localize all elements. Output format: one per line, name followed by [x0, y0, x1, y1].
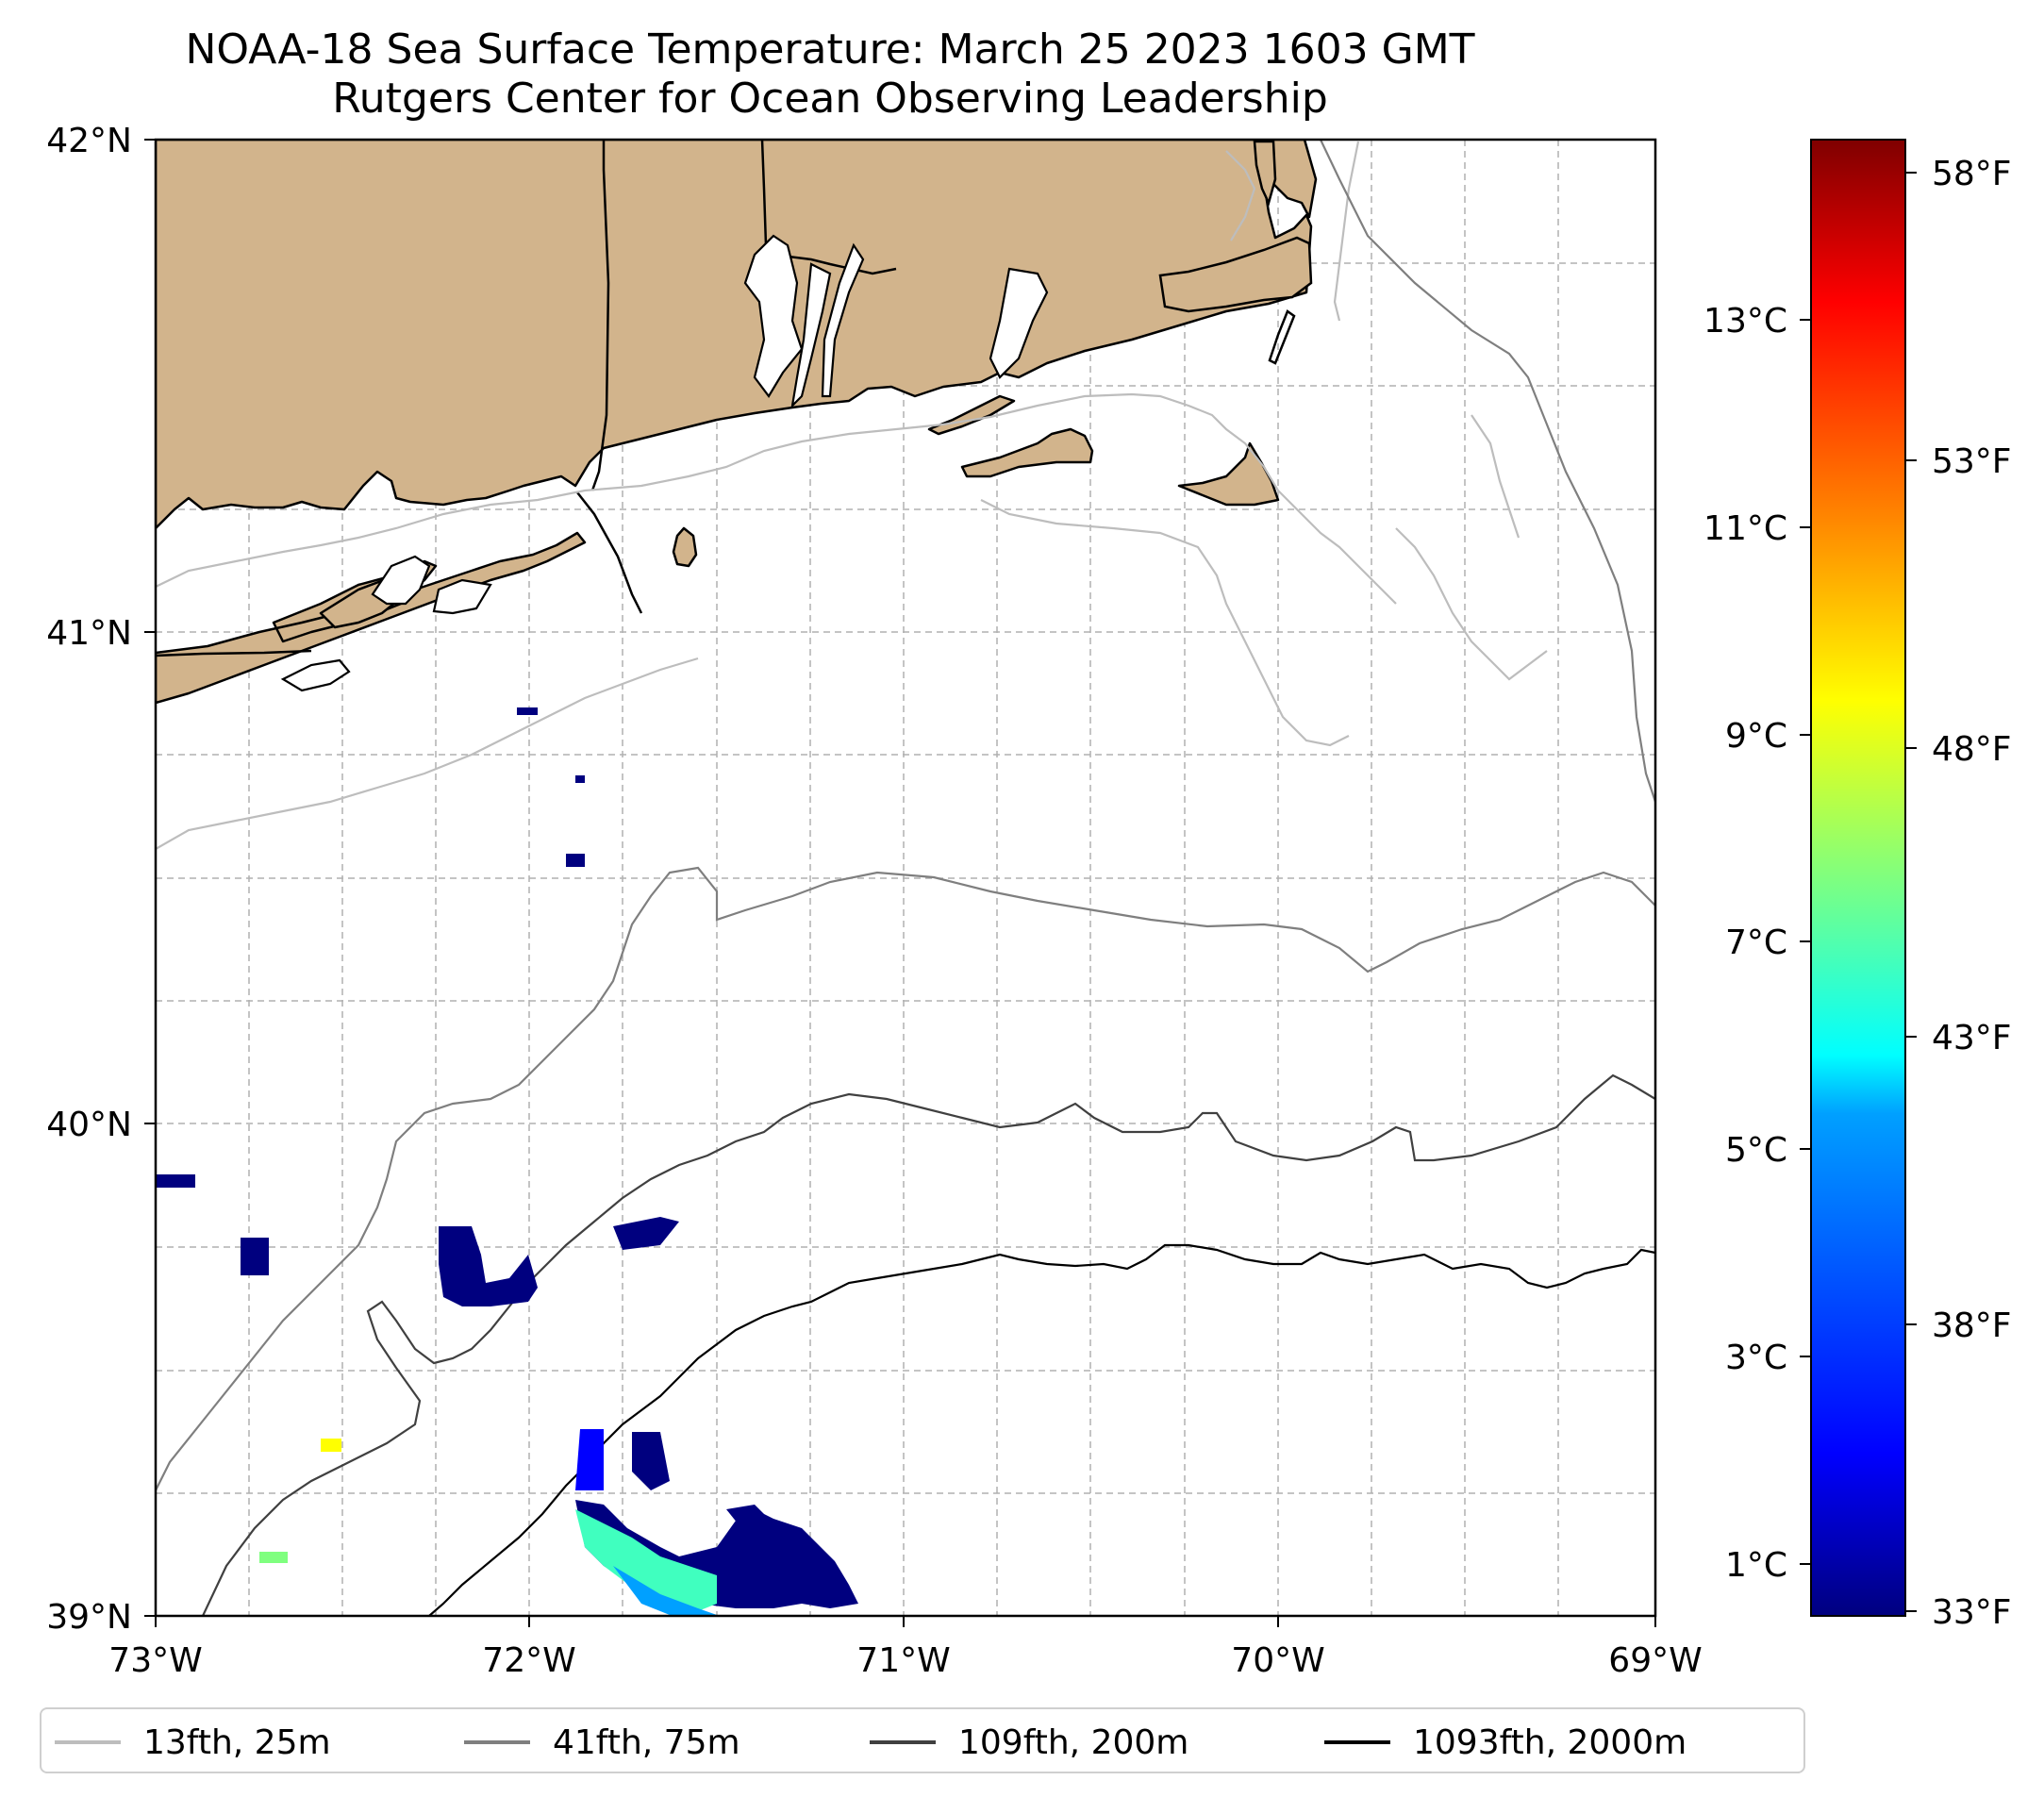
legend-label: 41fth, 75m — [553, 1722, 740, 1762]
y-tick-label: 39°N — [46, 1598, 132, 1637]
legend-item: 109fth, 200m — [870, 1721, 1188, 1764]
fahrenheit-tick: 53°F — [1932, 442, 2012, 481]
legend-line-75m — [464, 1740, 530, 1744]
fahrenheit-tick: 33°F — [1932, 1593, 2012, 1632]
map-subtitle: Rutgers Center for Ocean Observing Leade… — [332, 75, 1328, 123]
block-island — [672, 526, 698, 568]
legend-item: 1093fth, 2000m — [1324, 1721, 1687, 1764]
celsius-tick: 7°C — [1725, 923, 1787, 962]
map-frame — [154, 138, 1657, 1618]
legend-label: 1093fth, 2000m — [1413, 1722, 1687, 1762]
celsius-tick: 5°C — [1725, 1131, 1787, 1170]
celsius-tick: 1°C — [1725, 1546, 1787, 1585]
legend-label: 109fth, 200m — [958, 1722, 1189, 1762]
x-tick-label: 70°W — [1231, 1641, 1324, 1680]
isobath-75m — [156, 140, 1655, 1491]
fahrenheit-tick: 38°F — [1932, 1306, 2012, 1345]
celsius-tick: 9°C — [1725, 717, 1787, 756]
legend-line-25m — [55, 1740, 121, 1744]
fahrenheit-tick: 58°F — [1932, 155, 2012, 193]
x-axis: 73°W 72°W 71°W 70°W 69°W — [108, 1616, 1703, 1680]
x-tick-label: 69°W — [1608, 1641, 1702, 1680]
isobath-200m — [202, 1073, 1655, 1616]
x-tick-label: 73°W — [108, 1641, 202, 1680]
bays — [280, 234, 1049, 692]
isobath-legend: 13fth, 25m 41fth, 75m 109fth, 200m 1093f… — [40, 1707, 1805, 1773]
colorbar: 13°C 11°C 9°C 7°C 5°C 3°C 1°C 58°F 53°F … — [1703, 139, 2012, 1632]
isobath-2000m — [428, 1243, 1655, 1616]
y-tick-label: 41°N — [46, 614, 132, 653]
map-area — [156, 140, 1655, 1616]
fahrenheit-tick: 43°F — [1932, 1019, 2012, 1057]
mainland-ct-ri-ma — [156, 140, 1318, 530]
celsius-tick: 11°C — [1703, 509, 1787, 548]
celsius-tick: 13°C — [1703, 302, 1787, 341]
colorbar-gradient — [1810, 139, 1906, 1617]
legend-label: 13fth, 25m — [143, 1722, 331, 1762]
sst-patches — [156, 707, 858, 1615]
x-tick-label: 71°W — [856, 1641, 950, 1680]
elizabeth-islands — [927, 394, 1016, 436]
legend-item: 41fth, 75m — [464, 1721, 740, 1764]
martha-vineyard — [960, 427, 1094, 478]
state-borders — [156, 140, 897, 657]
celsius-tick: 3°C — [1725, 1339, 1787, 1377]
x-tick-label: 72°W — [482, 1641, 575, 1680]
y-tick-label: 40°N — [46, 1106, 132, 1144]
legend-line-2000m — [1324, 1740, 1390, 1744]
legend-line-200m — [870, 1740, 936, 1744]
legend-item: 13fth, 25m — [55, 1721, 331, 1764]
gridlines — [156, 140, 1655, 1616]
fahrenheit-tick: 48°F — [1932, 730, 2012, 769]
y-tick-label: 42°N — [46, 122, 132, 160]
map-title: NOAA-18 Sea Surface Temperature: March 2… — [185, 25, 1475, 74]
isobath-25m — [156, 141, 1548, 850]
y-axis: 42°N 41°N 40°N 39°N — [46, 122, 156, 1637]
cape-cod-arm — [1158, 140, 1313, 365]
